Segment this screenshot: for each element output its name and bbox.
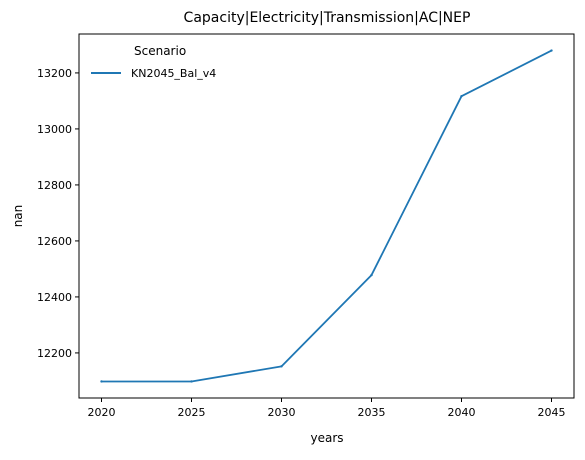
- legend-title: Scenario: [134, 44, 186, 58]
- y-tick-label: 12600: [37, 235, 72, 248]
- x-tick-label: 2035: [358, 406, 386, 419]
- data-point: [460, 94, 463, 98]
- plot-area: 2020 2025 2030 2035 2040 2045 12200 12400 12600…: [37, 33, 575, 419]
- x-tick-label: 2020: [88, 406, 116, 419]
- x-axis-label: years: [310, 431, 343, 445]
- y-tick-label: 13000: [37, 123, 72, 136]
- chart-title: Capacity|Electricity|Transmission|AC|NEP: [184, 10, 471, 26]
- axes-frame: [78, 33, 575, 399]
- y-tick-label: 13200: [37, 67, 72, 80]
- data-point: [190, 380, 193, 383]
- y-tick-label: 12400: [37, 291, 72, 304]
- data-point: [550, 49, 553, 52]
- data-point: [280, 365, 283, 368]
- legend-label: KN2045_Bal_v4: [131, 67, 216, 80]
- x-tick-label: 2030: [268, 406, 296, 419]
- data-point: [100, 380, 103, 383]
- series-layer: [100, 49, 553, 383]
- x-tick-label: 2025: [178, 406, 206, 419]
- x-tick-label: 2040: [448, 406, 476, 419]
- x-axis-ticks: 2020 2025 2030 2035 2040 2045: [88, 398, 566, 419]
- y-axis-label: nan: [11, 205, 25, 228]
- y-axis-ticks: 12200 12400 12600 12800 13000 13200: [37, 67, 79, 360]
- series-line: [100, 49, 553, 383]
- x-tick-label: 2045: [538, 406, 566, 419]
- y-tick-label: 12800: [37, 179, 72, 192]
- legend: Scenario KN2045_Bal_v4: [91, 44, 216, 80]
- data-point: [370, 273, 373, 277]
- y-tick-label: 12200: [37, 347, 72, 360]
